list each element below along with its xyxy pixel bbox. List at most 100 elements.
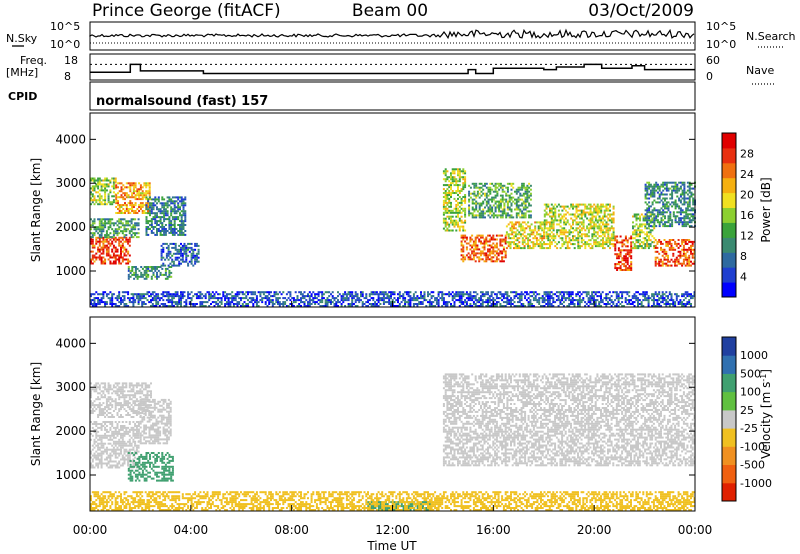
heatmap-cell	[444, 178, 447, 181]
heatmap-cell	[176, 252, 179, 255]
heatmap-cell	[674, 201, 677, 204]
heatmap-cell	[468, 206, 471, 209]
heatmap-cell	[453, 305, 456, 307]
heatmap-cell	[458, 299, 461, 302]
heatmap-cell	[485, 196, 488, 199]
heatmap-cell	[105, 203, 108, 206]
heatmap-cell	[478, 256, 481, 259]
heatmap-cell	[95, 305, 98, 307]
heatmap-cell	[455, 299, 458, 302]
heatmap-cell	[453, 219, 456, 222]
heatmap-cell	[453, 295, 456, 298]
heatmap-cell	[289, 293, 292, 296]
heatmap-cell	[95, 252, 98, 255]
heatmap-cell	[457, 188, 459, 191]
heatmap-cell	[104, 291, 107, 294]
heatmap-cell	[158, 305, 161, 307]
heatmap-cell	[683, 225, 686, 228]
heatmap-cell	[685, 213, 688, 216]
heatmap-cell	[484, 184, 486, 187]
heatmap-cell	[503, 190, 506, 193]
heatmap-cell	[637, 235, 640, 238]
heatmap-cell	[502, 250, 505, 253]
heatmap-cell	[483, 244, 486, 247]
heatmap-cell	[294, 291, 297, 294]
heatmap-cell	[398, 295, 401, 298]
heatmap-cell	[527, 303, 530, 305]
heatmap-cell	[367, 305, 369, 307]
heatmap-cell	[195, 242, 198, 245]
heatmap-cell	[150, 266, 153, 268]
heatmap-cell	[164, 305, 167, 307]
heatmap-cell	[621, 269, 624, 271]
heatmap-cell	[642, 231, 645, 234]
heatmap-cell	[564, 235, 567, 238]
heatmap-cell	[208, 297, 211, 300]
heatmap-cell	[617, 299, 620, 302]
heatmap-cell	[125, 220, 128, 223]
heatmap-cell	[442, 219, 445, 222]
heatmap-cell	[638, 299, 641, 302]
heatmap-cell	[552, 233, 555, 236]
heatmap-cell	[137, 224, 140, 227]
heatmap-cell	[568, 299, 571, 302]
heatmap-cell	[337, 305, 339, 307]
heatmap-cell	[480, 299, 482, 302]
heatmap-cell	[127, 224, 130, 227]
heatmap-cell	[674, 191, 677, 194]
heatmap-cell	[90, 228, 92, 231]
heatmap-cell	[499, 200, 502, 203]
heatmap-cell	[284, 303, 287, 305]
heatmap-cell	[683, 197, 686, 200]
heatmap-cell	[626, 245, 629, 248]
heatmap-cell	[93, 232, 96, 235]
heatmap-cell	[227, 297, 230, 300]
heatmap-cell	[185, 299, 188, 302]
heatmap-cell	[487, 190, 490, 193]
heatmap-cell	[462, 199, 465, 202]
heatmap-cell	[527, 233, 530, 236]
heatmap-cell	[180, 198, 183, 201]
heatmap-cell	[151, 305, 154, 307]
heatmap-cell	[552, 299, 555, 302]
heatmap-cell	[146, 293, 149, 296]
heatmap-cell	[122, 198, 125, 201]
heatmap-cell	[118, 301, 121, 304]
heatmap-cell	[678, 221, 681, 224]
heatmap-cell	[644, 239, 647, 242]
heatmap-cell	[566, 291, 569, 294]
heatmap-cell	[147, 198, 150, 201]
heatmap-cell	[563, 213, 566, 216]
heatmap-cell	[510, 291, 512, 294]
heatmap-cell	[605, 207, 608, 210]
heatmap-cell	[91, 234, 94, 237]
heatmap-cell	[142, 295, 145, 298]
heatmap-cell	[145, 206, 148, 209]
heatmap-cell	[300, 301, 302, 304]
heatmap-cell	[129, 190, 132, 193]
heatmap-cell	[669, 217, 672, 220]
freq-label-2: [MHz]	[6, 66, 38, 79]
heatmap-cell	[681, 193, 684, 196]
heatmap-cell	[218, 305, 221, 307]
heatmap-cell	[550, 211, 553, 214]
heatmap-cell	[156, 275, 158, 278]
heatmap-cell	[502, 256, 505, 259]
heatmap-cell	[633, 233, 636, 236]
heatmap-cell	[605, 229, 608, 232]
heatmap-cell	[499, 182, 502, 185]
heatmap-cell	[167, 258, 170, 261]
heatmap-cell	[448, 194, 451, 196]
heatmap-cell	[609, 237, 611, 240]
heatmap-cell	[572, 207, 574, 210]
heatmap-cell	[688, 264, 691, 267]
heatmap-cell	[151, 303, 154, 305]
heatmap-cell	[502, 238, 505, 241]
heatmap-cell	[685, 207, 688, 210]
heatmap-cell	[492, 246, 495, 249]
heatmap-cell	[164, 258, 167, 261]
heatmap-cell	[584, 243, 587, 246]
heatmap-cell	[561, 209, 564, 212]
heatmap-cell	[451, 178, 454, 181]
heatmap-cell	[163, 273, 166, 276]
